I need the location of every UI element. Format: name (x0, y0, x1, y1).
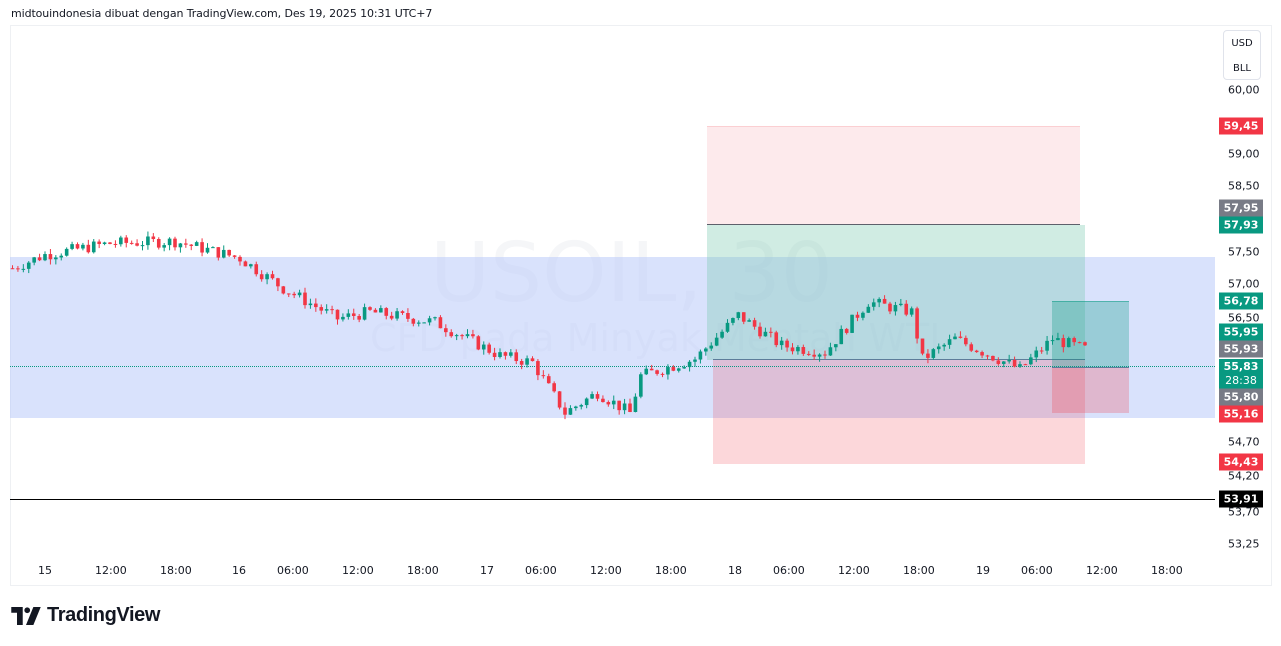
time-tick: 18 (728, 564, 742, 577)
time-tick: 19 (976, 564, 990, 577)
price-tick: 53,70 (1228, 505, 1260, 519)
price-label-55-95: 55,95 (1219, 323, 1263, 341)
price-label-55-16: 55,16 (1219, 405, 1263, 423)
time-axis[interactable]: 15 12:00 18:00 16 06:00 12:00 18:00 17 0… (10, 558, 1215, 584)
currency-unit-menu[interactable]: USD BLL (1223, 30, 1261, 80)
price-tick: 58,50 (1228, 179, 1260, 193)
current-price-line (10, 366, 1215, 367)
time-tick: 15 (38, 564, 52, 577)
horizontal-line-53-91[interactable] (10, 499, 1215, 500)
tradingview-logo[interactable]: TradingView (11, 604, 160, 627)
price-label-53-91: 53,91 (1219, 490, 1263, 508)
price-label-59-45: 59,45 (1219, 117, 1263, 135)
price-tick: 54,20 (1228, 469, 1260, 483)
time-tick: 06:00 (773, 564, 805, 577)
price-label-57-95: 57,95 (1219, 199, 1263, 217)
price-tick: 57,50 (1228, 245, 1260, 259)
price-tick: 57,00 (1228, 277, 1260, 291)
time-tick: 16 (232, 564, 246, 577)
time-tick: 18:00 (903, 564, 935, 577)
time-tick: 12:00 (838, 564, 870, 577)
bar-countdown: 28:38 (1225, 374, 1257, 387)
price-label-55-80: 55,80 (1219, 388, 1263, 406)
time-tick: 06:00 (277, 564, 309, 577)
time-tick: 17 (480, 564, 494, 577)
current-price-value: 55,83 (1223, 360, 1259, 373)
price-axis[interactable]: USD BLL 60,00 59,00 58,50 57,50 57,00 56… (1215, 26, 1267, 584)
range-box[interactable] (10, 257, 1215, 418)
small-position-target-zone[interactable] (1052, 301, 1129, 368)
price-tick: 54,70 (1228, 435, 1260, 449)
price-tick: 56,50 (1228, 311, 1260, 325)
price-tick: 60,00 (1228, 83, 1260, 97)
time-tick: 12:00 (342, 564, 374, 577)
position-entry-line (713, 359, 1085, 360)
candlestick-series (10, 231, 1087, 420)
price-label-54-43: 54,43 (1219, 453, 1263, 471)
chart-caption: midtouindonesia dibuat dengan TradingVie… (11, 7, 433, 20)
tradingview-brand: TradingView (47, 604, 161, 626)
time-tick: 12:00 (590, 564, 622, 577)
price-tick: 59,00 (1228, 147, 1260, 161)
current-price-label: 55,83 28:38 (1219, 359, 1263, 389)
price-tick: 53,25 (1228, 537, 1260, 551)
small-position-entry-line (1052, 367, 1129, 368)
currency-label: USD (1231, 38, 1253, 49)
price-label-56-78: 56,78 (1219, 292, 1263, 310)
time-tick: 06:00 (525, 564, 557, 577)
time-tick: 18:00 (407, 564, 439, 577)
position-stop-zone[interactable] (713, 360, 1085, 464)
price-label-57-93: 57,93 (1219, 216, 1263, 234)
time-tick: 12:00 (1086, 564, 1118, 577)
time-tick: 06:00 (1021, 564, 1053, 577)
price-label-55-93: 55,93 (1219, 340, 1263, 358)
position-target-zone[interactable] (707, 225, 1085, 360)
small-position-stop-zone[interactable] (1052, 368, 1129, 413)
position-upper-zone[interactable] (707, 126, 1080, 225)
tradingview-logo-icon (11, 606, 41, 625)
time-tick: 18:00 (655, 564, 687, 577)
time-tick: 18:00 (160, 564, 192, 577)
position-upper-line (707, 224, 1080, 225)
unit-label: BLL (1232, 63, 1251, 74)
chart-plot-area[interactable]: USOIL, 30 CFD pada Minyak Mentah WTI (10, 26, 1215, 558)
time-tick: 18:00 (1151, 564, 1183, 577)
time-tick: 12:00 (95, 564, 127, 577)
